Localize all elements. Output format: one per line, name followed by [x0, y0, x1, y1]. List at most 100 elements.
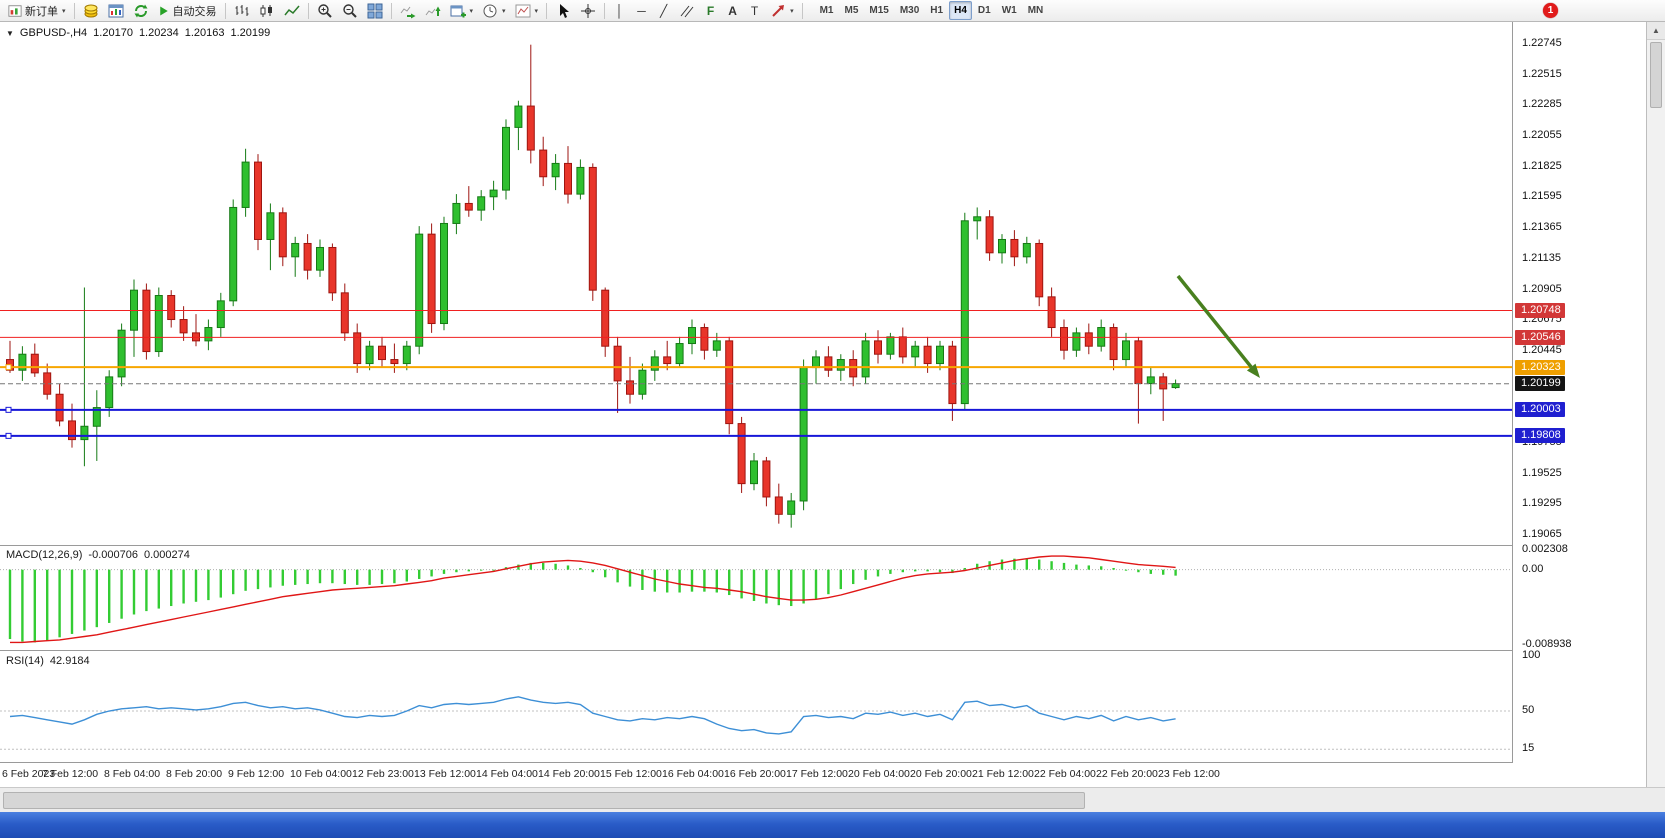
macd-histogram-bar: [790, 569, 793, 607]
price-axis[interactable]: 1.22745 1.22515 1.22285 1.22055 1.21825 1.215…: [1512, 22, 1646, 786]
fibonacci-button[interactable]: F: [700, 1, 721, 20]
candle: [787, 500, 796, 515]
vertical-scrollbar[interactable]: ▲: [1646, 22, 1665, 812]
one-click-trading-toggle-icon[interactable]: ▼: [6, 28, 14, 38]
arrow-annotation[interactable]: [1176, 274, 1253, 369]
horizontal-line-icon: ─: [637, 3, 646, 18]
horizontal-scrollbar-thumb[interactable]: [3, 792, 1085, 809]
macd-histogram-bar: [554, 563, 557, 570]
price-tick-label: 1.21135: [1522, 251, 1561, 264]
line-handle[interactable]: [5, 432, 12, 439]
deposit-button[interactable]: [79, 1, 103, 20]
macd-histogram-bar: [120, 569, 123, 619]
cursor-button[interactable]: [551, 1, 575, 20]
macd-histogram-bar: [604, 569, 607, 578]
timeframe-m1[interactable]: M1: [815, 1, 839, 20]
toolbar-separator: [604, 2, 606, 19]
time-axis-label: 14 Feb 04:00: [476, 768, 538, 780]
macd-histogram-bar: [331, 569, 334, 584]
trendline-button[interactable]: ╱: [653, 1, 674, 20]
candle: [874, 340, 882, 355]
macd-histogram-bar: [1112, 567, 1115, 570]
candle: [526, 105, 535, 151]
candle: [378, 345, 386, 361]
timeframe-h1[interactable]: H1: [925, 1, 948, 20]
rsi-pane[interactable]: [0, 651, 1512, 762]
timeframe-d1[interactable]: D1: [973, 1, 996, 20]
candle: [477, 196, 486, 211]
crosshair-button[interactable]: [576, 1, 600, 20]
label-tool-button[interactable]: T: [744, 1, 765, 20]
chart-shift-button[interactable]: [421, 1, 445, 20]
time-axis[interactable]: 6 Feb 2023 7 Feb 12:00 8 Feb 04:00 8 Feb 20…: [0, 763, 1646, 786]
refresh-button[interactable]: [129, 1, 153, 20]
candle: [588, 166, 597, 291]
price-chart-pane[interactable]: [0, 22, 1512, 545]
macd-histogram-bar: [641, 569, 644, 590]
pane-divider: [0, 762, 1646, 763]
timeframe-h4[interactable]: H4: [949, 1, 972, 20]
templates-button[interactable]: ▾: [511, 1, 543, 20]
pane-divider[interactable]: [0, 650, 1646, 651]
macd-histogram-bar: [1162, 569, 1165, 575]
candlestick-chart-button[interactable]: [255, 1, 279, 20]
pane-divider[interactable]: [0, 545, 1646, 546]
macd-histogram-bar: [889, 569, 892, 574]
auto-scroll-button[interactable]: [396, 1, 420, 20]
timeframe-m15[interactable]: M15: [864, 1, 893, 20]
bar-chart-button[interactable]: [230, 1, 254, 20]
market-watch-button[interactable]: [104, 1, 128, 20]
timeframe-m5[interactable]: M5: [839, 1, 863, 20]
new-chart-button[interactable]: ▾: [446, 1, 478, 20]
scroll-up-icon[interactable]: ▲: [1647, 22, 1665, 40]
price-tick-label: 1.22285: [1522, 98, 1562, 111]
macd-pane[interactable]: [0, 546, 1512, 650]
candle: [30, 353, 39, 374]
line-handle[interactable]: [5, 406, 12, 413]
time-axis-label: 17 Feb 12:00: [786, 768, 848, 780]
candle: [650, 356, 659, 371]
text-tool-button[interactable]: A: [722, 1, 743, 20]
taskbar[interactable]: [0, 812, 1665, 838]
tile-windows-button[interactable]: [363, 1, 387, 20]
timeframe-w1[interactable]: W1: [997, 1, 1022, 20]
zoom-in-button[interactable]: [313, 1, 337, 20]
timeframe-mn[interactable]: MN: [1023, 1, 1049, 20]
timeframe-m30[interactable]: M30: [895, 1, 924, 20]
macd-histogram-bar: [951, 569, 954, 574]
auto-trading-button[interactable]: 自动交易: [154, 1, 221, 20]
zoom-out-button[interactable]: [338, 1, 362, 20]
notification-badge[interactable]: 1: [1543, 3, 1558, 18]
candle: [464, 202, 473, 211]
candle: [799, 367, 808, 502]
vertical-line-button[interactable]: │: [609, 1, 630, 20]
candle: [1159, 376, 1168, 390]
line-chart-button[interactable]: [280, 1, 304, 20]
time-axis-label: 10 Feb 04:00: [290, 768, 352, 780]
candle: [948, 345, 957, 405]
new-order-button[interactable]: 新订单 ▾: [4, 1, 70, 20]
arrows-tool-button[interactable]: ▾: [766, 1, 798, 20]
macd-histogram-bar: [703, 569, 706, 592]
macd-histogram-bar: [58, 569, 61, 638]
profiles-button[interactable]: ▾: [478, 1, 510, 20]
line-handle[interactable]: [5, 364, 12, 371]
macd-histogram-bar: [839, 569, 842, 590]
vertical-scrollbar-thumb[interactable]: [1650, 42, 1662, 108]
ohlc-close: 1.20199: [230, 27, 271, 39]
auto-trading-label: 自动交易: [172, 5, 217, 18]
macd-main-value: -0.000706: [88, 549, 138, 561]
horizontal-scrollbar[interactable]: [0, 787, 1665, 812]
chart-shift-icon: [425, 3, 441, 19]
channel-button[interactable]: [675, 1, 699, 20]
toolbar-separator: [224, 2, 226, 19]
candle: [55, 393, 64, 422]
candle: [514, 105, 523, 128]
price-tick-label: 1.19295: [1522, 497, 1562, 510]
macd-signal-line: [10, 555, 1176, 644]
horizontal-line-button[interactable]: ─: [631, 1, 652, 20]
price-tick-label: 1.22745: [1522, 37, 1562, 49]
macd-histogram-bar: [728, 569, 731, 596]
macd-histogram-bar: [418, 569, 421, 579]
candle: [502, 126, 510, 191]
